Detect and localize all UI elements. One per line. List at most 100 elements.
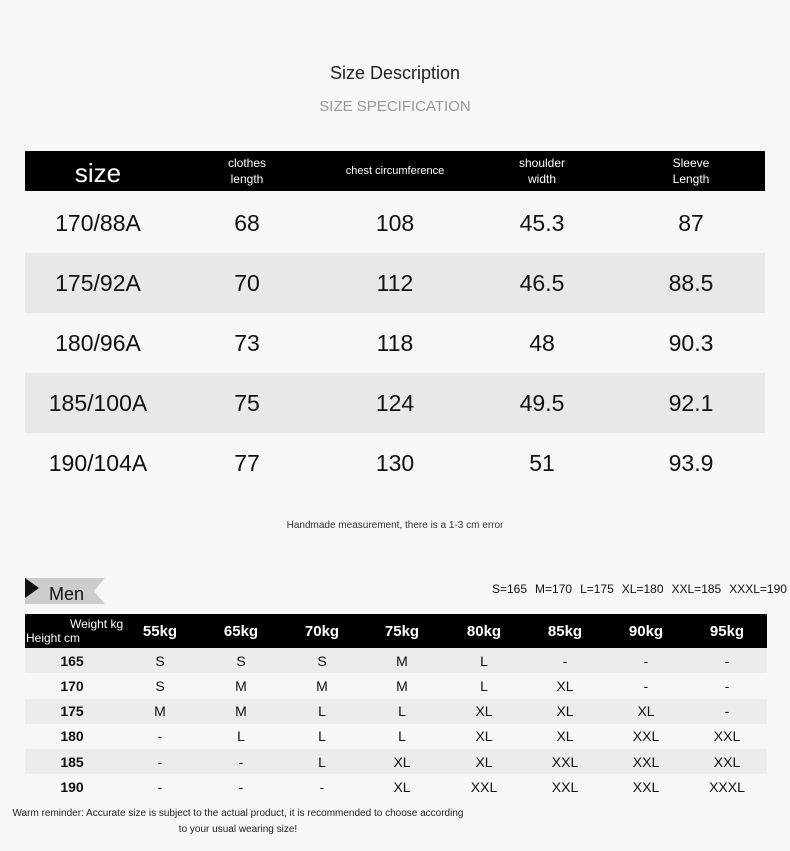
size-cell: XXL <box>632 753 660 770</box>
size-cell: M <box>316 677 328 694</box>
subtitle: SIZE SPECIFICATION <box>319 97 471 115</box>
row-band <box>25 749 767 775</box>
column-header: chest circumference <box>345 165 445 177</box>
size-cell: - <box>562 652 568 669</box>
men-label: Men <box>49 584 85 604</box>
row-band <box>25 373 765 433</box>
reminder: Warm reminder: Accurate size is subject … <box>12 808 464 835</box>
size-cell: L <box>480 677 488 694</box>
cell: 88.5 <box>668 269 714 296</box>
cell: 49.5 <box>519 389 565 416</box>
cell: 190/104A <box>48 449 148 476</box>
size-cell: XXXL <box>709 779 745 795</box>
legend-item: S=165 <box>492 582 528 596</box>
height-cell: 165 <box>60 652 84 669</box>
size-cell: - <box>157 728 163 745</box>
size-cell: L <box>398 703 406 720</box>
size-cell: - <box>643 677 649 694</box>
size-cell: S <box>155 677 165 694</box>
size-cell: XXL <box>632 779 660 795</box>
column-header: shoulder width <box>518 156 566 186</box>
size-cell: XL <box>475 753 493 770</box>
size-cell: - <box>319 779 325 795</box>
size-cell: L <box>480 652 488 669</box>
cell: 118 <box>376 329 414 356</box>
weight-header: 90kg <box>628 622 664 640</box>
size-cell: S <box>155 652 165 669</box>
size-cell: XXL <box>470 779 498 795</box>
cell: 112 <box>376 269 414 296</box>
size-cell: XL <box>556 677 574 694</box>
size-cell: M <box>396 677 408 694</box>
size-cell: M <box>235 703 247 720</box>
size-cell: - <box>724 652 730 669</box>
cell: 51 <box>529 449 555 476</box>
size-cell: S <box>236 652 246 669</box>
cell: 108 <box>375 209 415 236</box>
cell: 48 <box>529 329 555 356</box>
weight-header: 85kg <box>547 622 583 640</box>
cell: 87 <box>678 209 704 236</box>
height-cell: 180 <box>60 728 84 745</box>
legend-item: XXL=185 <box>671 582 722 596</box>
size-cell: XXL <box>551 753 579 770</box>
size-cell: - <box>238 753 244 770</box>
men-arrow <box>25 578 39 598</box>
legend-item: XL=180 <box>621 582 664 596</box>
cell: 93.9 <box>668 449 714 476</box>
cell: 124 <box>375 389 415 416</box>
row-band <box>25 698 767 724</box>
column-header: size <box>74 158 122 188</box>
size-cell: M <box>235 677 247 694</box>
weight-header: 70kg <box>304 622 340 640</box>
size-cell: - <box>724 703 730 720</box>
title: Size Description <box>329 62 461 83</box>
cell: 185/100A <box>48 389 148 416</box>
weight-header: 55kg <box>142 622 178 640</box>
cell: 130 <box>375 449 415 476</box>
size-cell: XL <box>556 703 574 720</box>
size-cell: L <box>398 728 406 745</box>
cell: 46.5 <box>519 269 565 296</box>
size-cell: XXL <box>551 779 579 795</box>
size-cell: XL <box>475 728 493 745</box>
weight-header: 95kg <box>709 622 745 640</box>
size-cell: M <box>396 652 408 669</box>
size-cell: XL <box>393 753 411 770</box>
size-cell: XXL <box>713 753 741 770</box>
size-cell: - <box>157 753 163 770</box>
size-cell: XL <box>637 703 655 720</box>
size-cell: - <box>724 677 730 694</box>
size-cell: XXL <box>632 728 660 745</box>
column-header: clothes length <box>227 156 267 186</box>
legend-item: L=175 <box>580 582 614 596</box>
cell: 180/96A <box>55 329 141 356</box>
size-cell: - <box>157 779 163 795</box>
size-cell: - <box>238 779 244 795</box>
cell: 77 <box>234 449 260 476</box>
height-cell: 175 <box>60 703 84 720</box>
size-cell: L <box>318 753 326 770</box>
size-cell: L <box>318 703 326 720</box>
size-cell: XL <box>393 779 411 795</box>
cell: 68 <box>234 209 260 236</box>
size-table-header <box>25 151 765 191</box>
weight-header: 65kg <box>223 622 259 640</box>
cell: 170/88A <box>55 209 141 236</box>
size-cell: L <box>237 728 245 745</box>
size-cell: M <box>154 703 166 720</box>
weight-header: 75kg <box>384 622 420 640</box>
size-cell: S <box>317 652 327 669</box>
height-cell: 170 <box>60 677 84 694</box>
cell: 90.3 <box>668 329 714 356</box>
size-cell: XL <box>556 728 574 745</box>
column-header: Sleeve Length <box>672 156 710 186</box>
height-cell: 185 <box>60 753 84 770</box>
note: Handmade measurement, there is a 1-3 cm … <box>286 519 504 531</box>
row-band <box>25 648 767 673</box>
cell: 73 <box>234 329 260 356</box>
cell: 75 <box>234 389 260 416</box>
size-cell: XL <box>475 703 493 720</box>
size-cell: L <box>318 728 326 745</box>
size-cell: XXL <box>713 728 741 745</box>
